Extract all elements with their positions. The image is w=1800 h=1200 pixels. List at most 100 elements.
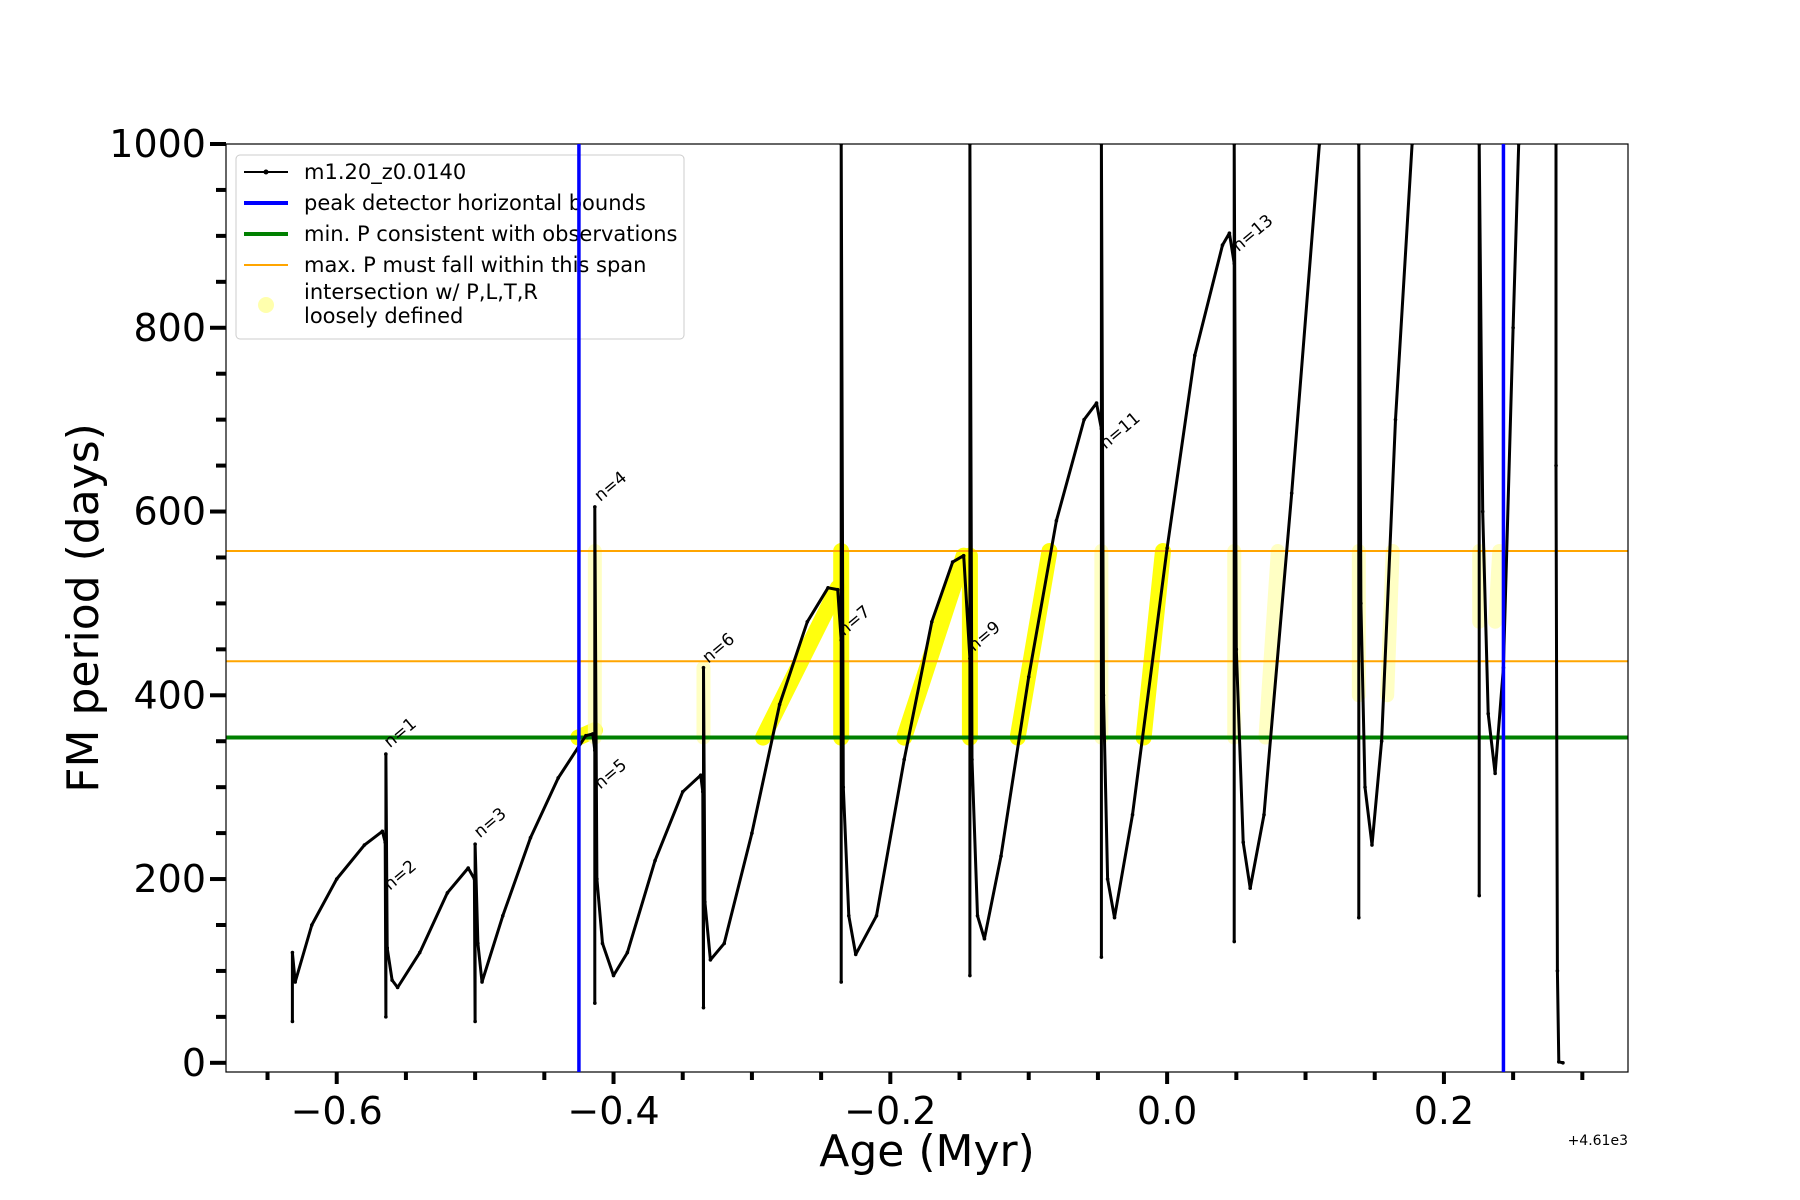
series-point-0-0-44 (805, 619, 810, 624)
series-point-0-0-55 (930, 619, 934, 624)
series-point-0-0-28 (593, 505, 597, 509)
highlight-band-11 (1258, 544, 1285, 745)
series-point-0-0-15 (466, 866, 471, 870)
x-axis-offset-label: +4.61e3 (1568, 1133, 1628, 1149)
peak-detector-bounds (577, 144, 1506, 1072)
series-point-0-0-6 (380, 829, 385, 834)
series-point-0-3-1 (1554, 463, 1558, 468)
legend-label-3: max. P must fall within this span (304, 253, 646, 277)
series-point-0-0-0 (290, 1019, 295, 1024)
series-point-0-0-48 (839, 980, 843, 984)
y-axis-ticks: 0 200 400 600 800 1000 (109, 122, 226, 1085)
series-point-0-0-65 (1026, 675, 1031, 679)
series-point-0-0-31 (611, 973, 616, 978)
series-point-0-0-68 (1094, 401, 1099, 405)
series-point-0-0-24 (584, 733, 588, 738)
series-point-0-0-45 (826, 585, 830, 590)
series-point-0-0-66 (1054, 518, 1059, 523)
series-point-0-0-80 (1232, 261, 1237, 266)
series-point-0-0-57 (961, 553, 966, 558)
series-point-0-0-51 (847, 914, 851, 918)
series-point-0-0-29 (595, 877, 599, 881)
series-point-0-3-3 (1556, 1060, 1561, 1064)
series-point-0-0-70 (1099, 955, 1104, 959)
x-tick-label-1: −0.4 (567, 1089, 659, 1133)
series-point-0-2-7 (1511, 325, 1515, 330)
series-point-0-0-59 (968, 973, 972, 978)
series-point-0-0-11 (390, 978, 394, 982)
series-point-0-0-38 (701, 665, 706, 670)
series-point-0-0-33 (653, 858, 657, 863)
series-point-0-1-3 (1359, 601, 1363, 606)
series-point-0-0-83 (1234, 647, 1239, 652)
x-tick-label-4: 0.2 (1414, 1089, 1474, 1133)
series-point-0-0-84 (1241, 840, 1246, 845)
x-tick-label-0: −0.6 (291, 1089, 383, 1133)
y-tick-label-3: 600 (133, 490, 206, 534)
series-point-0-0-18 (473, 842, 477, 846)
series-point-0-0-1 (290, 950, 295, 955)
series-point-0-0-47 (839, 638, 843, 642)
series-point-0-0-62 (975, 914, 980, 918)
series-point-0-0-61 (970, 757, 974, 762)
series-point-0-0-4 (334, 877, 339, 881)
x-tick-label-3: 0.0 (1137, 1089, 1197, 1133)
series-point-0-0-39 (703, 900, 707, 904)
x-tick-label-2: −0.2 (844, 1089, 936, 1133)
series-point-0-1-6 (1379, 739, 1384, 744)
series-point-0-0-86 (1262, 812, 1266, 817)
y-tick-label-4: 800 (133, 306, 206, 350)
series-point-0-0-21 (501, 914, 505, 918)
series-point-0-0-22 (528, 835, 533, 840)
series-point-0-0-75 (1130, 812, 1135, 817)
series-point-0-0-13 (417, 950, 422, 955)
series-point-0-1-1 (1357, 915, 1361, 920)
period-series (290, 144, 1565, 1065)
series-point-0-2-3 (1480, 509, 1485, 514)
legend-label-4: intersection w/ P,L,T,R (304, 280, 538, 304)
y-tick-label-2: 400 (133, 673, 206, 717)
series-point-0-0-12 (395, 985, 400, 990)
highlight-band-15 (1488, 544, 1507, 629)
series-point-0-0-37 (701, 1005, 706, 1010)
series-point-0-0-14 (445, 891, 450, 895)
series-point-0-0-3 (310, 923, 314, 927)
series-point-0-0-54 (902, 757, 906, 762)
series-point-0-0-79 (1227, 231, 1232, 235)
series-point-0-0-81 (1232, 939, 1237, 944)
series-point-0-3-2 (1555, 969, 1560, 973)
series-point-0-0-30 (600, 941, 605, 946)
series-point-0-0-27 (593, 1001, 597, 1005)
reference-hlines (226, 550, 1628, 740)
series-point-0-1-5 (1370, 843, 1374, 847)
series-point-0-0-43 (777, 702, 782, 707)
y-tick-label-5: 1000 (109, 122, 206, 166)
series-point-0-0-41 (722, 941, 727, 946)
series-point-0-0-50 (841, 785, 846, 789)
series-point-0-0-53 (874, 914, 879, 918)
series-point-0-0-52 (853, 952, 858, 957)
series-point-0-2-4 (1486, 711, 1491, 716)
series-point-0-0-25 (590, 732, 595, 736)
highlight-band-3 (754, 579, 846, 746)
series-point-0-0-78 (1220, 243, 1225, 247)
series-point-0-0-9 (384, 752, 388, 756)
series-point-0-0-72 (1101, 693, 1106, 698)
series-point-0-1-4 (1363, 785, 1367, 789)
series-point-0-0-58 (968, 656, 972, 661)
legend-label-1: peak detector horizontal bounds (304, 191, 646, 215)
legend-swatch-marker-0 (263, 169, 269, 175)
series-point-0-2-1 (1477, 893, 1482, 898)
series-point-0-0-69 (1099, 427, 1104, 431)
y-tick-label-0: 0 (182, 1041, 206, 1085)
legend-label-2: min. P consistent with observations (304, 222, 677, 246)
series-point-0-0-76 (1165, 546, 1169, 551)
series-point-0-0-34 (680, 789, 685, 794)
series-point-0-0-23 (556, 776, 560, 780)
legend-label-4-line2: loosely defined (304, 304, 463, 328)
x-axis-title: Age (Myr) (819, 1126, 1035, 1177)
series-point-0-0-35 (698, 773, 703, 778)
series-point-0-0-2 (293, 980, 298, 984)
y-tick-label-1: 200 (133, 857, 206, 901)
